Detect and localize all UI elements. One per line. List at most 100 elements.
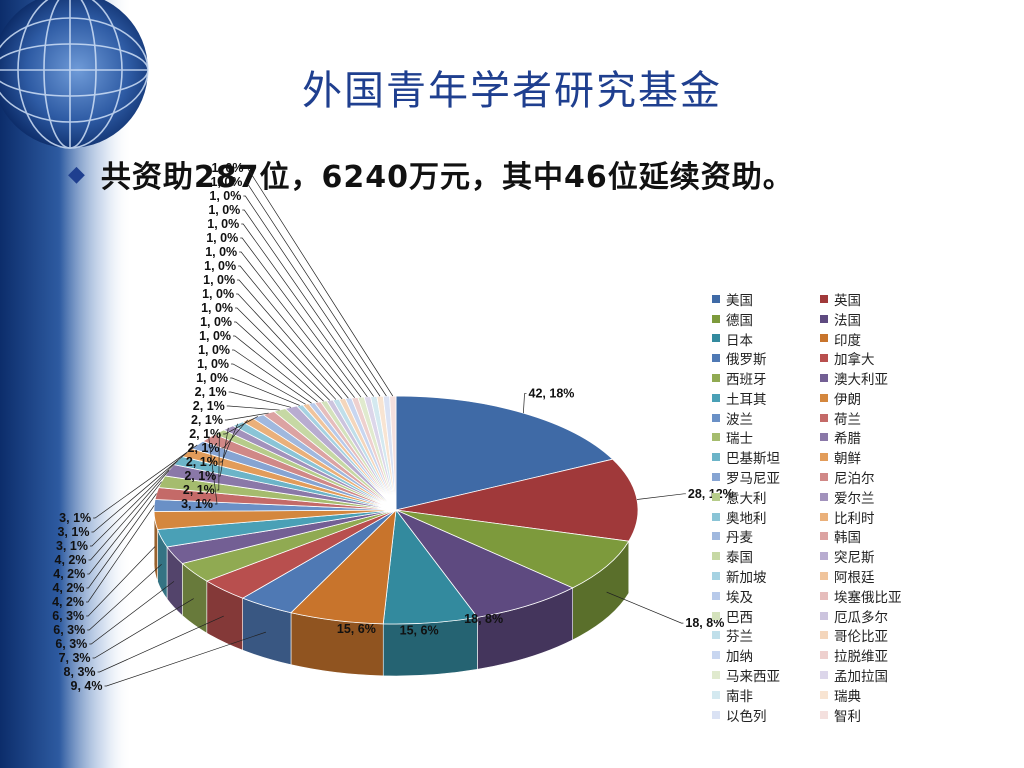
leader-line-38	[240, 237, 362, 398]
legend-swatch	[820, 354, 828, 363]
legend-item: 日本	[712, 329, 808, 349]
legend-label: 英国	[834, 292, 861, 309]
slide-title: 外国青年学者研究基金	[302, 68, 722, 114]
legend-swatch	[820, 611, 828, 620]
data-label-19: 3, 1%	[181, 497, 213, 511]
legend-label: 比利时	[834, 510, 875, 527]
leader-line-41	[243, 195, 381, 397]
data-label-27: 2, 1%	[195, 385, 227, 399]
legend-label: 荷兰	[834, 411, 861, 428]
legend-swatch	[820, 473, 828, 482]
legend-item: 以色列	[712, 705, 808, 725]
data-label-33: 1, 0%	[201, 301, 233, 315]
legend-item: 比利时	[820, 507, 916, 527]
legend-swatch	[820, 294, 828, 303]
data-label-30: 1, 0%	[198, 343, 230, 357]
pie-slice-43	[389, 395, 397, 511]
legend-swatch	[820, 512, 828, 521]
legend-item: 南非	[712, 685, 808, 705]
leader-line-37	[239, 251, 355, 398]
legend-label: 芬兰	[726, 629, 753, 646]
data-label-21: 2, 1%	[184, 469, 216, 483]
legend-label: 罗马尼亚	[726, 471, 780, 488]
legend-item: 厄瓜多尔	[820, 606, 916, 626]
legend-item: 土耳其	[712, 388, 808, 408]
legend-label: 美国	[726, 292, 753, 309]
legend-label: 智利	[834, 708, 861, 725]
legend-label: 爱尔兰	[834, 490, 875, 507]
legend-label: 孟加拉国	[834, 669, 888, 686]
legend-swatch	[712, 552, 720, 561]
legend-label: 日本	[726, 332, 753, 349]
leader-line-13	[86, 493, 157, 589]
legend-label: 希腊	[834, 431, 861, 448]
legend-item: 意大利	[712, 487, 808, 507]
legend-item: 加拿大	[820, 348, 916, 368]
data-label-16: 3, 1%	[56, 539, 88, 553]
leader-line-30	[232, 349, 312, 404]
legend-swatch	[820, 453, 828, 462]
legend-swatch	[712, 572, 720, 581]
legend-item: 芬兰	[712, 626, 808, 646]
leader-line-6	[104, 631, 267, 687]
legend-item: 巴基斯坦	[712, 447, 808, 467]
legend-swatch	[820, 690, 828, 699]
legend-item: 瑞士	[712, 428, 808, 447]
leader-line-25	[224, 412, 269, 421]
leader-line-34	[236, 293, 337, 400]
legend-item: 澳大利亚	[820, 368, 916, 388]
legend-label: 泰国	[726, 550, 753, 567]
legend-swatch	[712, 591, 720, 600]
leader-line-33	[235, 307, 331, 401]
data-label-37: 1, 0%	[205, 245, 237, 259]
legend-swatch	[712, 433, 720, 442]
legend-item: 希腊	[820, 428, 916, 448]
legend-label: 印度	[834, 332, 861, 349]
data-label-4: 15, 6%	[400, 623, 439, 637]
legend-item: 新加坡	[712, 566, 808, 586]
data-label-6: 9, 4%	[71, 679, 103, 693]
legend-label: 拉脱维亚	[834, 649, 888, 666]
chart-legend: 美国 英国 德国 法国 日本 印度 俄罗斯 加拿大 西班牙 澳大利亚 土耳其 伊朗 波兰 荷兰 瑞士 希腊 巴基…	[712, 289, 912, 725]
data-label-28: 1, 0%	[196, 371, 228, 385]
data-label-36: 1, 0%	[204, 259, 236, 273]
legend-item: 德国	[712, 309, 808, 329]
leader-line-32	[234, 321, 324, 402]
legend-label: 巴基斯坦	[726, 451, 780, 468]
data-label-9: 6, 3%	[55, 637, 87, 651]
legend-swatch	[712, 710, 720, 719]
leader-line-1	[636, 493, 686, 500]
legend-label: 伊朗	[834, 391, 861, 408]
leader-line-24	[223, 416, 259, 435]
legend-swatch	[820, 631, 828, 640]
data-label-10: 6, 3%	[53, 623, 85, 637]
legend-swatch	[712, 393, 720, 402]
legend-swatch	[712, 453, 720, 462]
legend-item: 埃塞俄比亚	[820, 586, 916, 606]
legend-label: 土耳其	[726, 391, 767, 408]
pie-slice-3	[394, 509, 574, 618]
leader-line-10	[87, 564, 162, 631]
legend-item: 孟加拉国	[820, 665, 916, 685]
leader-line-36	[238, 265, 349, 399]
data-label-38: 1, 0%	[206, 231, 238, 245]
data-label-40: 1, 0%	[208, 203, 240, 217]
data-label-3: 18, 8%	[464, 612, 503, 626]
legend-swatch	[820, 492, 828, 501]
legend-label: 厄瓜多尔	[834, 609, 888, 626]
legend-item: 马来西亚	[712, 665, 808, 685]
data-label-26: 2, 1%	[193, 399, 225, 413]
legend-label: 西班牙	[726, 372, 767, 389]
data-label-25: 2, 1%	[191, 413, 223, 427]
globe-icon	[0, 0, 149, 149]
legend-item: 伊朗	[820, 388, 916, 408]
pie-slice-0	[395, 395, 614, 511]
legend-label: 阿根廷	[834, 570, 875, 587]
legend-label: 俄罗斯	[726, 352, 767, 369]
legend-item: 波兰	[712, 408, 808, 428]
legend-item: 丹麦	[712, 527, 808, 546]
legend-item: 英国	[820, 289, 916, 309]
leader-line-19	[208, 437, 218, 505]
legend-label: 突尼斯	[834, 550, 875, 567]
leader-line-2	[606, 591, 684, 624]
